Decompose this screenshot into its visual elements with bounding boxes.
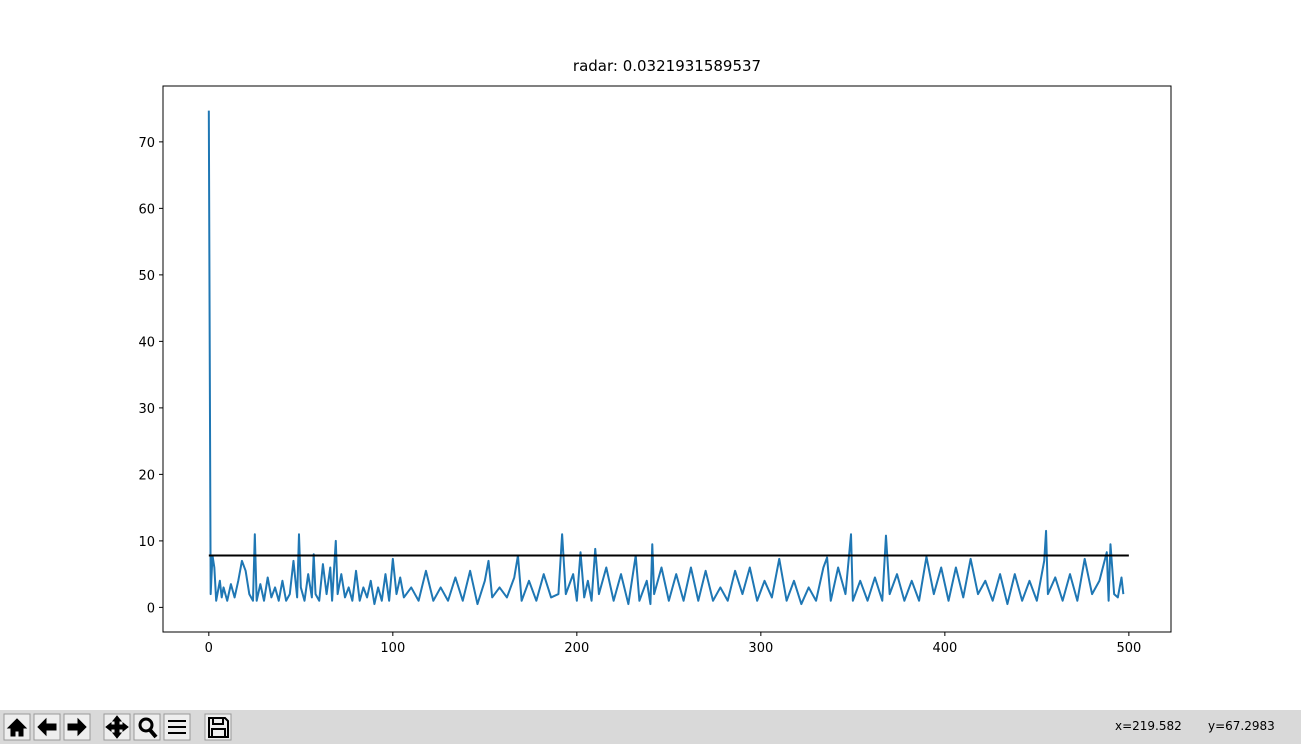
y-tick-label: 20 [138, 468, 155, 483]
data-line [207, 110, 1125, 606]
y-tick-label: 30 [138, 402, 155, 417]
y-tick-label: 60 [138, 202, 155, 217]
toolbar [0, 710, 1301, 744]
zoom-icon [138, 717, 154, 733]
home-icon [6, 718, 28, 737]
x-tick-label: 0 [205, 641, 213, 656]
zoom-icon-handle [148, 728, 158, 739]
plot-frame [162, 85, 1172, 633]
back-icon [37, 717, 57, 737]
y-tick-label: 10 [138, 535, 155, 550]
x-tick-label: 100 [380, 641, 405, 656]
configure-icon [168, 720, 186, 734]
x-tick-label: 200 [564, 641, 589, 656]
status-y: y=67.2983 [1208, 719, 1275, 733]
toolbar-icons [3, 713, 232, 741]
y-tick-label: 40 [138, 335, 155, 350]
y-tick-label: 70 [138, 136, 155, 151]
pan-icon [105, 715, 129, 739]
save-icon [208, 717, 229, 738]
chart-title: radar: 0.0321931589537 [573, 57, 761, 75]
y-tick-label: 50 [138, 269, 155, 284]
x-tick-label: 300 [748, 641, 773, 656]
y-tick-label: 0 [147, 601, 155, 616]
chart: radar: 0.0321931589537 0 100 200 300 400 500 0… [138, 57, 1172, 656]
forward-icon [67, 717, 87, 737]
x-tick-label: 400 [932, 641, 957, 656]
x-tick-label: 500 [1116, 641, 1141, 656]
status-x: x=219.582 [1115, 719, 1182, 733]
